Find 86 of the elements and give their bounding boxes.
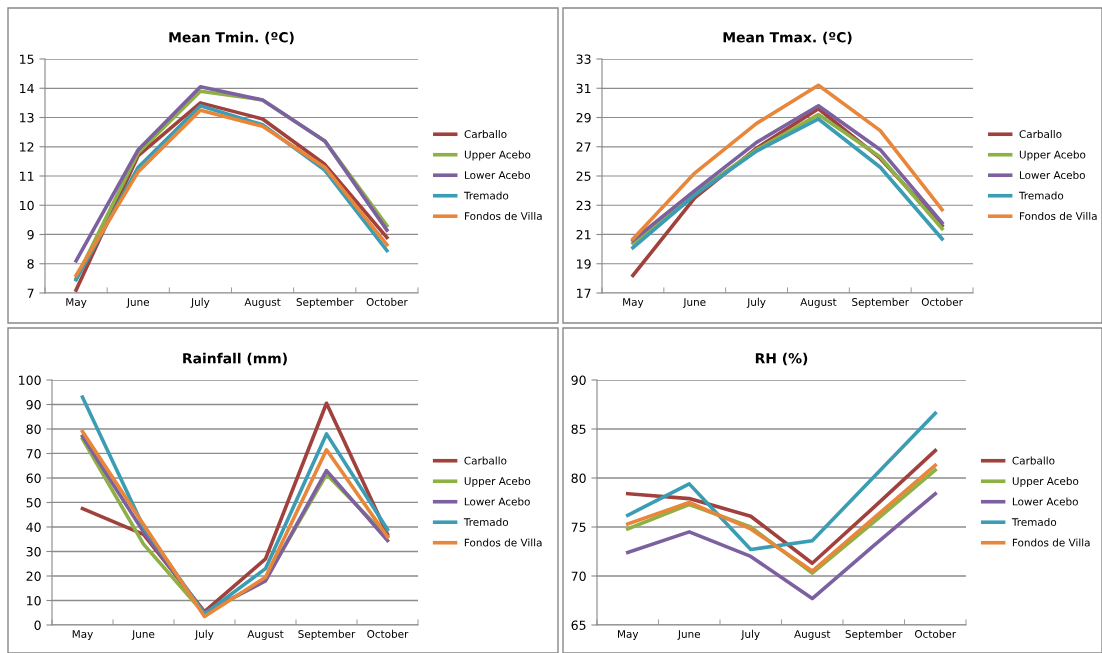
x-tick-label: July bbox=[740, 629, 760, 640]
legend-label: Fondos de Villa bbox=[1019, 211, 1097, 221]
y-tick-label: 70 bbox=[571, 571, 586, 581]
chart-title: Mean Tmax. (ºC) bbox=[723, 31, 852, 45]
x-tick-label: October bbox=[367, 629, 409, 638]
y-tick-label: 40 bbox=[26, 522, 41, 532]
legend-label: Fondos de Villa bbox=[1012, 538, 1090, 547]
y-tick-label: 13 bbox=[20, 112, 34, 123]
legend-label: Tremado bbox=[1018, 191, 1064, 200]
legend-label: Lower Acebo bbox=[1019, 170, 1085, 180]
y-tick-label: 100 bbox=[19, 375, 41, 385]
x-tick-label: June bbox=[682, 298, 706, 308]
y-tick-label: 10 bbox=[20, 200, 34, 211]
x-tick-label: August bbox=[800, 298, 837, 308]
legend-label: Fondos de Villa bbox=[464, 538, 542, 547]
legend-label: Carballo bbox=[464, 456, 507, 465]
chart-title: Mean Tmin. (ºC) bbox=[169, 31, 294, 45]
legend-label: Tremado bbox=[463, 517, 509, 527]
x-tick-label: June bbox=[131, 630, 155, 640]
y-tick-label: 90 bbox=[571, 375, 586, 385]
y-tick-label: 75 bbox=[571, 522, 586, 532]
legend-label: Fondos de Villa bbox=[465, 211, 542, 221]
y-tick-label: 19 bbox=[577, 259, 591, 269]
y-tick-label: 0 bbox=[34, 620, 41, 630]
y-tick-label: 9 bbox=[27, 229, 34, 240]
legend-label: Lower Acebo bbox=[1012, 497, 1078, 506]
legend-label: Carballo bbox=[464, 129, 507, 139]
y-tick-label: 11 bbox=[20, 171, 34, 181]
x-tick-label: August bbox=[244, 298, 281, 308]
x-tick-label: September bbox=[298, 629, 356, 640]
y-tick-label: 90 bbox=[26, 399, 41, 410]
line-series bbox=[625, 411, 938, 552]
legend-label: Upper Acebo bbox=[464, 150, 531, 161]
y-tick-label: 23 bbox=[576, 200, 591, 211]
y-tick-label: 33 bbox=[576, 54, 591, 64]
x-tick-label: May bbox=[623, 298, 644, 308]
line-series bbox=[625, 448, 938, 566]
legend-label: Carballo bbox=[1012, 456, 1055, 465]
x-tick-label: August bbox=[794, 630, 831, 640]
x-tick-label: May bbox=[618, 630, 639, 640]
y-tick-label: 27 bbox=[576, 142, 591, 152]
y-tick-label: 14 bbox=[20, 83, 34, 93]
y-tick-label: 7 bbox=[27, 288, 34, 298]
legend-label: Tremado bbox=[1011, 517, 1057, 527]
y-tick-label: 60 bbox=[26, 473, 41, 483]
legend-label: Upper Acebo bbox=[1019, 150, 1086, 161]
legend-label: Tremado bbox=[463, 191, 509, 200]
line-series bbox=[625, 491, 938, 601]
y-tick-label: 85 bbox=[571, 424, 586, 434]
y-tick-label: 15 bbox=[20, 54, 34, 64]
y-tick-label: 17 bbox=[577, 288, 591, 298]
legend-label: Upper Acebo bbox=[1012, 476, 1079, 488]
y-tick-label: 30 bbox=[26, 546, 41, 557]
y-tick-label: 25 bbox=[576, 171, 591, 181]
y-tick-label: 65 bbox=[571, 620, 586, 630]
legend-label: Lower Acebo bbox=[465, 170, 531, 180]
x-tick-label: July bbox=[194, 629, 214, 640]
legend-label: Upper Acebo bbox=[464, 476, 531, 488]
y-tick-label: 80 bbox=[26, 424, 41, 434]
y-tick-label: 12 bbox=[20, 142, 34, 152]
x-tick-label: July bbox=[190, 297, 210, 308]
y-tick-label: 29 bbox=[576, 112, 591, 123]
y-tick-label: 80 bbox=[571, 473, 586, 483]
chart-title: Rainfall (mm) bbox=[183, 352, 287, 366]
y-tick-label: 50 bbox=[26, 497, 41, 508]
x-tick-label: June bbox=[126, 298, 150, 308]
x-tick-label: August bbox=[247, 630, 284, 640]
x-tick-label: October bbox=[921, 297, 963, 306]
x-tick-label: September bbox=[296, 297, 354, 308]
y-tick-label: 31 bbox=[576, 83, 591, 94]
y-tick-label: 10 bbox=[27, 595, 41, 606]
y-tick-label: 70 bbox=[26, 448, 41, 459]
x-tick-label: July bbox=[746, 297, 766, 308]
y-tick-label: 20 bbox=[26, 571, 41, 581]
y-tick-label: 8 bbox=[27, 259, 34, 269]
legend-label: Lower Acebo bbox=[464, 497, 530, 506]
y-tick-label: 21 bbox=[576, 229, 591, 240]
legend-label: Carballo bbox=[1019, 129, 1062, 139]
x-tick-label: May bbox=[66, 298, 87, 308]
x-tick-label: September bbox=[845, 629, 903, 640]
x-tick-label: September bbox=[852, 297, 910, 308]
x-tick-label: October bbox=[366, 297, 408, 306]
x-tick-label: May bbox=[72, 630, 93, 640]
x-tick-label: October bbox=[914, 629, 957, 638]
chart-title: RH (%) bbox=[755, 352, 808, 366]
x-tick-label: June bbox=[677, 630, 701, 640]
